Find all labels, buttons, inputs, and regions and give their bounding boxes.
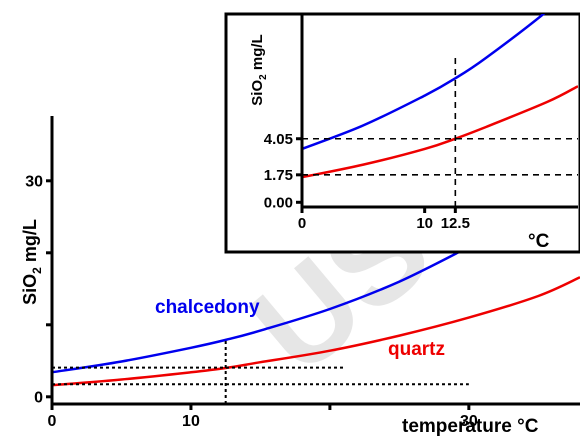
quartz-label: quartz	[388, 339, 445, 360]
inset-x-axis-label: °C	[528, 231, 550, 252]
inset-chart: 0 10 12.5 0.00 1.75 4.05 °C SiO2 mg/L	[224, 12, 580, 254]
inset-axes: 0 10 12.5 0.00 1.75 4.05	[264, 14, 578, 232]
main-x-tick-label-1: 10	[182, 413, 200, 430]
main-series-chalcedony-line	[52, 245, 470, 374]
inset-series-chalcedony-line	[302, 14, 546, 151]
inset-y-axis-label: SiO2 mg/L	[249, 34, 269, 105]
inset-y-tick-label-1: 1.75	[264, 167, 293, 184]
main-y-tick-label-3: 30	[25, 174, 43, 191]
inset-x-tick-label-1: 10	[416, 215, 433, 232]
main-axes: 0 10 30 0 30	[25, 116, 580, 430]
main-y-axis-label: SiO2 mg/L	[20, 219, 44, 305]
main-x-tick-label-3: 30	[460, 413, 478, 430]
main-y-tick-label-0: 0	[34, 390, 43, 407]
main-x-tick-label-0: 0	[48, 413, 57, 430]
main-y-axis-label-text: SiO2 mg/L	[20, 219, 44, 305]
inset-reference-lines	[302, 53, 578, 207]
main-chart: 0 10 30 0 30 chalcedony quartz temperature °…	[20, 116, 580, 437]
inset-y-axis-label-text: SiO2 mg/L	[249, 34, 269, 105]
inset-x-tick-label-2: 12.5	[441, 215, 470, 232]
chalcedony-label: chalcedony	[155, 297, 260, 318]
inset-y-tick-label-2: 4.05	[264, 131, 293, 148]
main-x-axis-label: temperature °C	[402, 416, 539, 437]
inset-x-tick-label-0: 0	[298, 215, 306, 232]
inset-y-tick-label-0: 0.00	[264, 195, 293, 212]
main-series-quartz-line	[52, 276, 580, 387]
main-series-group	[52, 245, 580, 387]
main-reference-lines	[52, 339, 469, 404]
inset-frame	[224, 12, 580, 254]
